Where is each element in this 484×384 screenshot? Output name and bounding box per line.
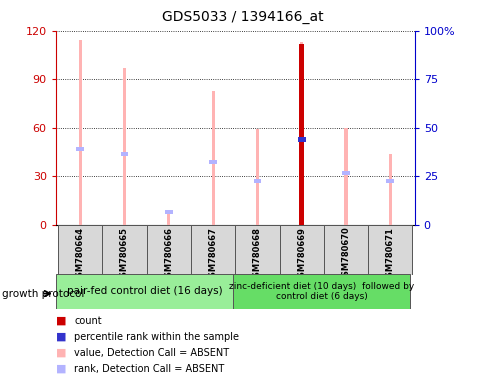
Text: zinc-deficient diet (10 days)  followed by
control diet (6 days): zinc-deficient diet (10 days) followed b… [228, 282, 413, 301]
Text: GSM780664: GSM780664 [76, 227, 85, 283]
Bar [121, 152, 128, 156]
Bar [300, 42, 302, 225]
Text: GSM780667: GSM780667 [208, 227, 217, 283]
Bar [122, 68, 126, 225]
Bar [146, 225, 191, 275]
Bar [386, 179, 393, 183]
Bar [235, 225, 279, 275]
Bar [323, 225, 367, 275]
Bar [209, 160, 216, 164]
Bar [76, 147, 84, 151]
Bar [165, 210, 172, 214]
Text: GSM780669: GSM780669 [297, 227, 305, 283]
Text: growth protocol: growth protocol [2, 289, 85, 299]
Bar [367, 225, 411, 275]
Text: ■: ■ [56, 316, 66, 326]
Text: count: count [74, 316, 102, 326]
Text: GSM780670: GSM780670 [341, 227, 350, 282]
Text: GSM780665: GSM780665 [120, 227, 129, 283]
Bar [191, 225, 235, 275]
Text: ■: ■ [56, 364, 66, 374]
Bar [299, 44, 303, 225]
Bar [297, 137, 305, 142]
Text: GSM780666: GSM780666 [164, 227, 173, 283]
Bar [253, 179, 261, 183]
Bar [167, 212, 170, 225]
Bar [255, 129, 258, 225]
Text: rank, Detection Call = ABSENT: rank, Detection Call = ABSENT [74, 364, 224, 374]
Text: ■: ■ [56, 332, 66, 342]
Text: GSM780671: GSM780671 [385, 227, 394, 283]
Bar [211, 91, 214, 225]
Text: value, Detection Call = ABSENT: value, Detection Call = ABSENT [74, 348, 229, 358]
Text: percentile rank within the sample: percentile rank within the sample [74, 332, 239, 342]
Bar [341, 171, 349, 175]
Bar [232, 274, 409, 309]
Text: GSM780668: GSM780668 [252, 227, 261, 283]
Bar [279, 225, 323, 275]
Bar [78, 40, 81, 225]
Text: ■: ■ [56, 348, 66, 358]
Bar [58, 225, 102, 275]
Bar [388, 154, 391, 225]
Bar [56, 274, 232, 309]
Bar [102, 225, 146, 275]
Text: pair-fed control diet (16 days): pair-fed control diet (16 days) [66, 286, 222, 296]
Text: GDS5033 / 1394166_at: GDS5033 / 1394166_at [161, 10, 323, 23]
Bar [344, 128, 347, 225]
